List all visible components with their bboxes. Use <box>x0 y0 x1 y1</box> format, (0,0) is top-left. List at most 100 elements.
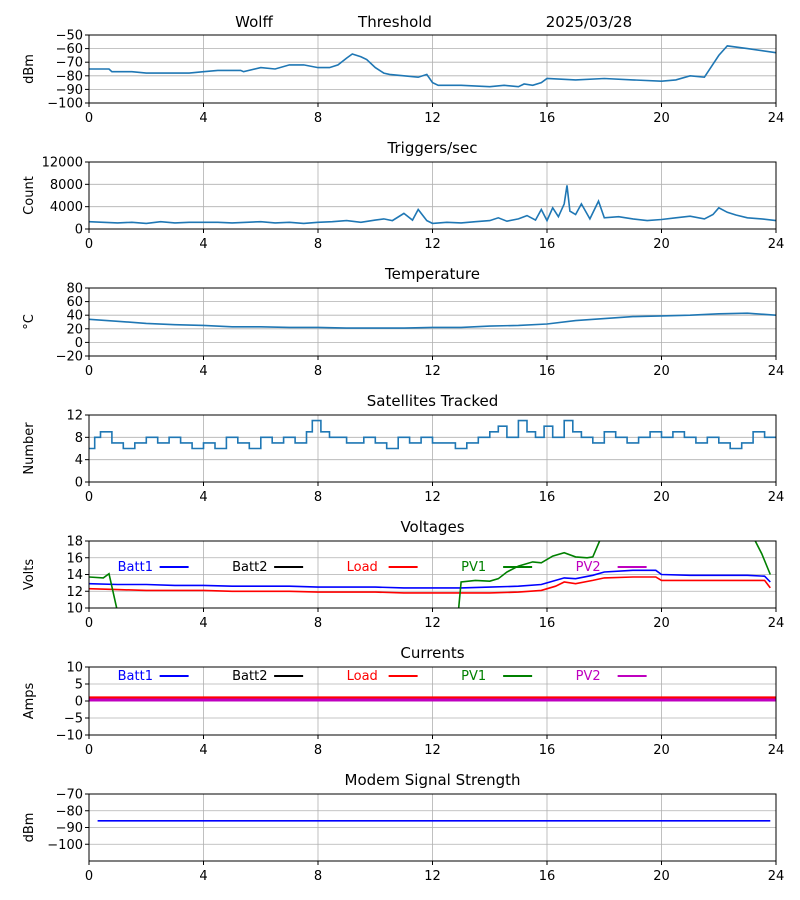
y-tick-label: 0 <box>75 223 83 238</box>
y-tick-label: −100 <box>47 838 83 853</box>
y-tick-label: 10 <box>66 602 83 617</box>
y-tick-label: −90 <box>56 821 83 836</box>
y-tick-label: −80 <box>56 804 83 819</box>
y-axis-label: Volts <box>22 559 37 591</box>
legend-label-pv2: PV2 <box>576 560 601 575</box>
x-tick-label: 20 <box>653 869 670 884</box>
x-tick-label: 16 <box>539 490 556 505</box>
y-tick-label: 0 <box>75 476 83 491</box>
y-tick-label: −80 <box>56 69 83 84</box>
x-tick-label: 4 <box>199 237 207 252</box>
y-tick-label: 0 <box>75 336 83 351</box>
x-tick-label: 24 <box>768 616 785 631</box>
chart-title: Voltages <box>400 518 464 536</box>
y-tick-label: 16 <box>66 551 83 566</box>
x-tick-label: 4 <box>199 616 207 631</box>
series-line-data <box>89 185 776 225</box>
y-tick-label: 20 <box>66 322 83 337</box>
x-tick-label: 0 <box>85 743 93 758</box>
x-tick-label: 12 <box>424 743 441 758</box>
x-tick-label: 4 <box>199 869 207 884</box>
y-tick-label: 12 <box>66 409 83 424</box>
x-tick-label: 24 <box>768 490 785 505</box>
y-axis-label: Number <box>22 422 37 475</box>
legend-label-batt1: Batt1 <box>118 560 153 575</box>
x-tick-label: 0 <box>85 869 93 884</box>
x-tick-label: 20 <box>653 111 670 126</box>
y-tick-label: 8000 <box>50 178 83 193</box>
chart-threshold: 0 4 8 12 16 20 24 −100−90−80−70−60−50 dBm <box>22 29 784 127</box>
x-tick-label: 16 <box>539 364 556 379</box>
x-tick-label: 4 <box>199 111 207 126</box>
y-tick-label: −60 <box>56 42 83 57</box>
header-station: Wolff <box>235 13 273 31</box>
y-axis-label: dBm <box>22 54 37 84</box>
series-line-pv1 <box>89 541 772 608</box>
y-tick-label: 0 <box>75 695 83 710</box>
x-tick-label: 0 <box>85 490 93 505</box>
series-line-load <box>89 576 771 594</box>
x-tick-label: 0 <box>85 616 93 631</box>
series-line-batt1 <box>89 569 771 589</box>
legend-label-batt1: Batt1 <box>118 669 153 684</box>
header-label: Threshold <box>357 13 432 31</box>
x-tick-label: 12 <box>424 237 441 252</box>
legend-label-pv2: PV2 <box>576 669 601 684</box>
y-tick-label: −70 <box>56 788 83 803</box>
x-tick-label: 12 <box>424 616 441 631</box>
y-tick-label: 12000 <box>42 156 83 171</box>
y-axis-label: dBm <box>22 813 37 843</box>
x-tick-label: 0 <box>85 364 93 379</box>
x-tick-label: 8 <box>314 111 322 126</box>
x-tick-label: 8 <box>314 616 322 631</box>
y-tick-label: −70 <box>56 56 83 71</box>
y-tick-label: −10 <box>56 729 83 744</box>
header-date: 2025/03/28 <box>546 13 632 31</box>
x-tick-label: 24 <box>768 743 785 758</box>
chart-title: Modem Signal Strength <box>345 771 521 789</box>
x-tick-label: 8 <box>314 364 322 379</box>
x-tick-label: 20 <box>653 364 670 379</box>
legend-label-batt2: Batt2 <box>232 560 267 575</box>
y-tick-label: −90 <box>56 83 83 98</box>
y-tick-label: 8 <box>75 431 83 446</box>
y-tick-label: 5 <box>75 678 83 693</box>
x-tick-label: 24 <box>768 869 785 884</box>
y-tick-label: 18 <box>66 535 83 550</box>
y-tick-label: 60 <box>66 295 83 310</box>
y-tick-label: 4000 <box>50 200 83 215</box>
x-tick-label: 8 <box>314 743 322 758</box>
legend-label-load: Load <box>347 669 378 684</box>
series-line-data <box>89 419 776 450</box>
x-tick-label: 24 <box>768 111 785 126</box>
y-tick-label: −50 <box>56 29 83 44</box>
chart-title: Currents <box>400 644 464 662</box>
legend-label-batt2: Batt2 <box>232 669 267 684</box>
x-tick-label: 12 <box>424 490 441 505</box>
x-tick-label: 8 <box>314 237 322 252</box>
y-tick-label: 12 <box>66 585 83 600</box>
y-tick-label: −20 <box>56 350 83 365</box>
x-tick-label: 24 <box>768 364 785 379</box>
x-tick-label: 0 <box>85 111 93 126</box>
chart-satellites: 0 4 8 12 16 20 24 0 4 8 12 Satellites Tracked Number <box>22 392 784 505</box>
y-tick-label: 4 <box>75 453 83 468</box>
x-tick-label: 16 <box>539 743 556 758</box>
x-tick-label: 8 <box>314 869 322 884</box>
x-tick-label: 20 <box>653 237 670 252</box>
chart-title: Temperature <box>384 265 480 283</box>
x-tick-label: 12 <box>424 364 441 379</box>
y-axis-label: Amps <box>22 682 37 719</box>
x-tick-label: 20 <box>653 743 670 758</box>
x-tick-label: 16 <box>539 616 556 631</box>
chart-triggers: 0 4 8 12 16 20 24 0 4000 8000 12000 Triggers/sec Cou… <box>22 139 784 252</box>
y-tick-label: −100 <box>47 97 83 112</box>
y-tick-label: 40 <box>66 309 83 324</box>
x-tick-label: 16 <box>539 869 556 884</box>
x-tick-label: 16 <box>539 111 556 126</box>
chart-title: Triggers/sec <box>387 139 478 157</box>
y-axis-label: Count <box>22 176 37 215</box>
